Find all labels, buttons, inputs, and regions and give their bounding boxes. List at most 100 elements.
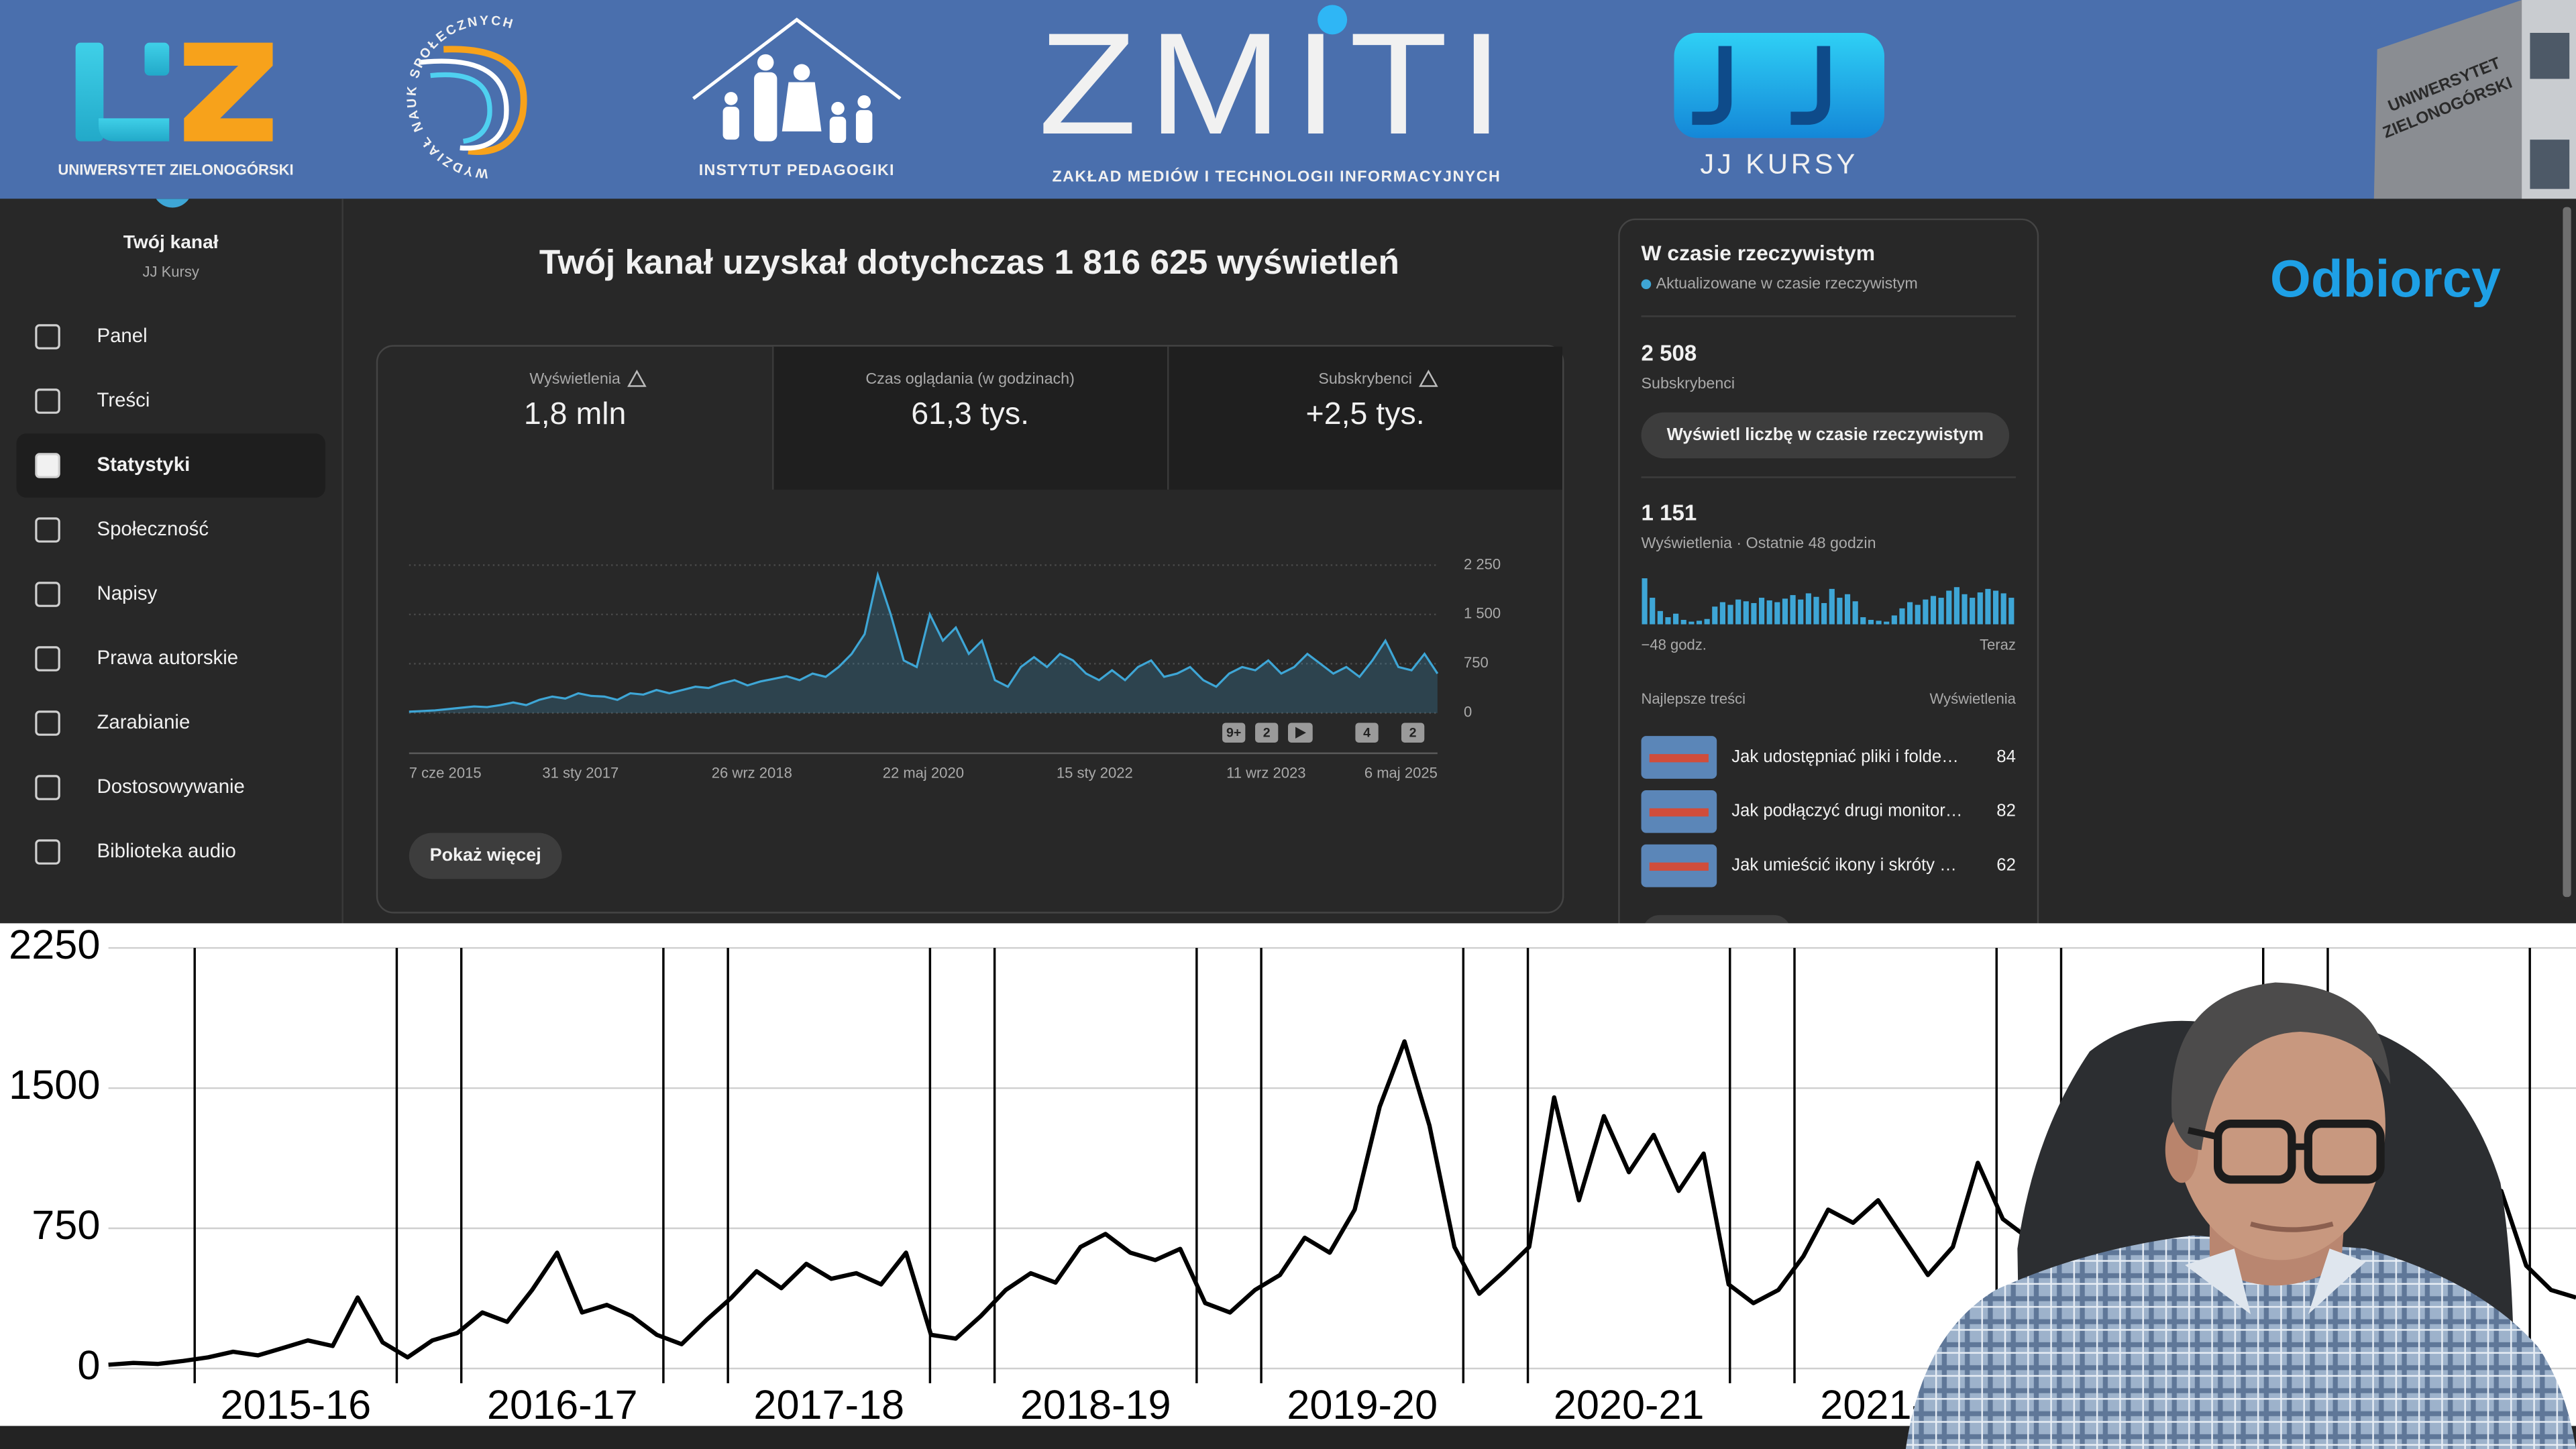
menu-item[interactable]: Zarabianie <box>97 711 190 733</box>
sidebar-channel: JJ Kursy <box>142 263 199 280</box>
show-more-label[interactable]: Pokaż więcej <box>430 845 541 865</box>
realtime-button-label[interactable]: Wyświetl liczbę w czasie rzeczywistym <box>1667 425 1984 444</box>
hourly-bars <box>1642 578 2015 625</box>
marker[interactable] <box>1401 722 1425 743</box>
bar <box>1735 599 1741 625</box>
content-title[interactable]: Jak udostępniać pliki i folde… <box>1731 747 1959 766</box>
bar <box>1704 619 1710 625</box>
bar <box>1915 604 1921 625</box>
bar <box>1688 621 1695 625</box>
bar <box>1727 604 1733 625</box>
y-tick-label: 0 <box>77 1342 100 1388</box>
menu-item[interactable]: Prawa autorskie <box>97 647 238 669</box>
menu-item[interactable]: Panel <box>97 325 147 347</box>
x-tick-label: 22 maj 2020 <box>883 764 964 781</box>
top-content: Jak udostępniać pliki i folde… 84 Jak podł… <box>1641 736 2016 888</box>
zmiti-subtitle: ZAKŁAD MEDIÓW I TECHNOLOGII INFORMACYJNY… <box>1052 167 1501 185</box>
avatar <box>156 199 189 208</box>
institute-logo: INSTYTUT PEDAGOGIKI <box>692 17 902 178</box>
content-views: 62 <box>1996 855 2016 874</box>
building-photo: UNIWERSYTET ZIELONOGÓRSKI <box>2373 0 2576 199</box>
zmiti-logo: ZMITI ZAKŁAD MEDIÓW I TECHNOLOGII INFORM… <box>1038 3 1505 185</box>
y-tick-label: 2250 <box>9 922 100 967</box>
bar <box>1805 593 1811 625</box>
bar <box>1923 599 1929 625</box>
bar <box>1844 594 1851 625</box>
tab-bg[interactable] <box>773 346 1169 490</box>
y-tick-label: 750 <box>1464 654 1489 671</box>
realtime-button[interactable] <box>1641 412 2010 459</box>
tab-label[interactable]: Subskrybenci <box>1318 370 1412 387</box>
marker-label[interactable]: 4 <box>1363 726 1371 741</box>
bar <box>1907 602 1913 625</box>
marker-icon <box>1295 727 1306 739</box>
chart-markers <box>1288 722 1313 743</box>
sidebar-menu: Panel Treści Statystyki Społeczność Napisy Pr… <box>16 324 325 865</box>
bar <box>1985 588 1991 625</box>
thumbnail-band <box>1649 808 1709 817</box>
bar <box>2008 598 2015 625</box>
scrollbar[interactable] <box>2563 207 2571 898</box>
menu-item[interactable]: Biblioteka audio <box>97 840 235 862</box>
uz-name: UNIWERSYTET ZIELONOGÓRSKI <box>58 162 293 178</box>
views-label: Wyświetlenia · Ostatnie 48 godzin <box>1642 534 1876 551</box>
show-more-button[interactable] <box>409 833 562 879</box>
bar <box>1642 578 1648 625</box>
tab-bg[interactable] <box>1168 346 1562 490</box>
menu-icon <box>35 775 60 800</box>
tab-value[interactable]: +2,5 tys. <box>1306 396 1425 431</box>
x-tick-label: 2016-17 <box>487 1382 638 1428</box>
bar <box>1953 587 1960 625</box>
bar <box>1821 602 1827 625</box>
bar <box>1977 592 1983 625</box>
x-tick-label: 15 sty 2022 <box>1057 764 1133 781</box>
tab-label[interactable]: Czas oglądania (w godzinach) <box>865 370 1074 387</box>
line <box>409 571 1439 713</box>
marker[interactable] <box>1255 722 1279 743</box>
bar <box>1719 602 1725 625</box>
menu-icon <box>35 324 60 350</box>
marker-label[interactable]: 2 <box>1409 726 1417 741</box>
bar <box>1852 601 1858 625</box>
views-count: 1 151 <box>1642 500 1697 525</box>
content-title[interactable]: Jak umieścić ikony i skróty … <box>1731 855 1957 874</box>
bars-start: −48 godz. <box>1642 636 1707 653</box>
marker-label[interactable]: 2 <box>1263 726 1271 741</box>
realtime-status: Aktualizowane w czasie rzeczywistym <box>1656 274 1918 292</box>
x-tick-label: 26 wrz 2018 <box>712 764 792 781</box>
menu-icon <box>35 839 60 865</box>
bar <box>1665 617 1671 625</box>
menu-item[interactable]: Społeczność <box>97 518 209 540</box>
bar <box>2000 593 2006 625</box>
x-tick-label: 6 maj 2025 <box>1364 764 1438 781</box>
bar <box>1868 620 1874 625</box>
content-title[interactable]: Jak podłączyć drugi monitor… <box>1731 802 1962 820</box>
marker-label[interactable]: 9+ <box>1226 726 1241 741</box>
y-tick-label: 0 <box>1464 704 1472 720</box>
institute-name: INSTYTUT PEDAGOGIKI <box>699 161 895 178</box>
y-tick-label: 750 <box>32 1202 100 1248</box>
bar <box>1876 621 1882 625</box>
live-dot <box>1641 279 1652 290</box>
tab-value[interactable]: 61,3 tys. <box>911 396 1029 431</box>
header <box>0 0 2576 199</box>
bar <box>1751 602 1757 625</box>
bar <box>1743 601 1749 625</box>
webcam-person <box>1905 982 2576 1449</box>
bar <box>1759 598 1765 625</box>
menu-item[interactable]: Treści <box>97 389 150 411</box>
menu-item[interactable]: Napisy <box>97 582 157 604</box>
menu-item[interactable]: Statystyki <box>97 453 190 476</box>
menu-icon <box>35 453 60 478</box>
tab-value[interactable]: 1,8 mln <box>524 396 627 431</box>
marker[interactable] <box>1355 722 1379 743</box>
bar <box>1680 620 1686 625</box>
menu-item[interactable]: Dostosowywanie <box>97 775 244 798</box>
overlay-chart: 0 750 1500 2250 2015-16 2016-17 2017-18 2018-19… <box>9 922 2576 1428</box>
marker[interactable] <box>1222 722 1246 743</box>
thumbnail-band <box>1649 754 1709 763</box>
bar <box>1930 596 1937 625</box>
tab-label[interactable]: Wyświetlenia <box>529 370 621 387</box>
x-tick-label: 2017-18 <box>753 1382 904 1428</box>
bar <box>1962 594 1968 625</box>
